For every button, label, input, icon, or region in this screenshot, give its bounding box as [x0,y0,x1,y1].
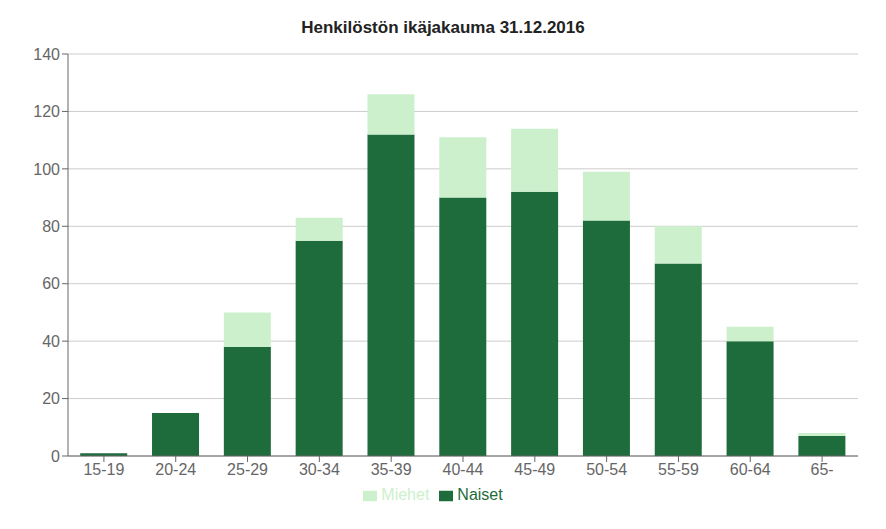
svg-text:100: 100 [33,161,60,178]
svg-text:0: 0 [51,448,60,465]
html-text:Naiset: Naiset [457,486,503,503]
svg-text:25-29: 25-29 [227,461,268,478]
svg-text:55-59: 55-59 [658,461,699,478]
svg-text:20: 20 [42,390,60,407]
html-text:Miehet: Miehet [381,486,430,503]
svg-text:30-34: 30-34 [299,461,340,478]
svg-text:15-19: 15-19 [83,461,124,478]
svg-text:50-54: 50-54 [586,461,627,478]
svg-text:65-: 65- [811,461,834,478]
svg-text:20-24: 20-24 [155,461,196,478]
svg-text:120: 120 [33,103,60,120]
html-text:Henkilöstön ikäjakauma 31.12.2: Henkilöstön ikäjakauma 31.12.2016 [301,18,585,37]
svg-text:40-44: 40-44 [443,461,484,478]
svg-text:140: 140 [33,46,60,63]
svg-text:35-39: 35-39 [371,461,412,478]
svg-text:60: 60 [42,275,60,292]
svg-text:80: 80 [42,218,60,235]
svg-text:40: 40 [42,333,60,350]
svg-text:60-64: 60-64 [730,461,771,478]
svg-text:45-49: 45-49 [514,461,555,478]
